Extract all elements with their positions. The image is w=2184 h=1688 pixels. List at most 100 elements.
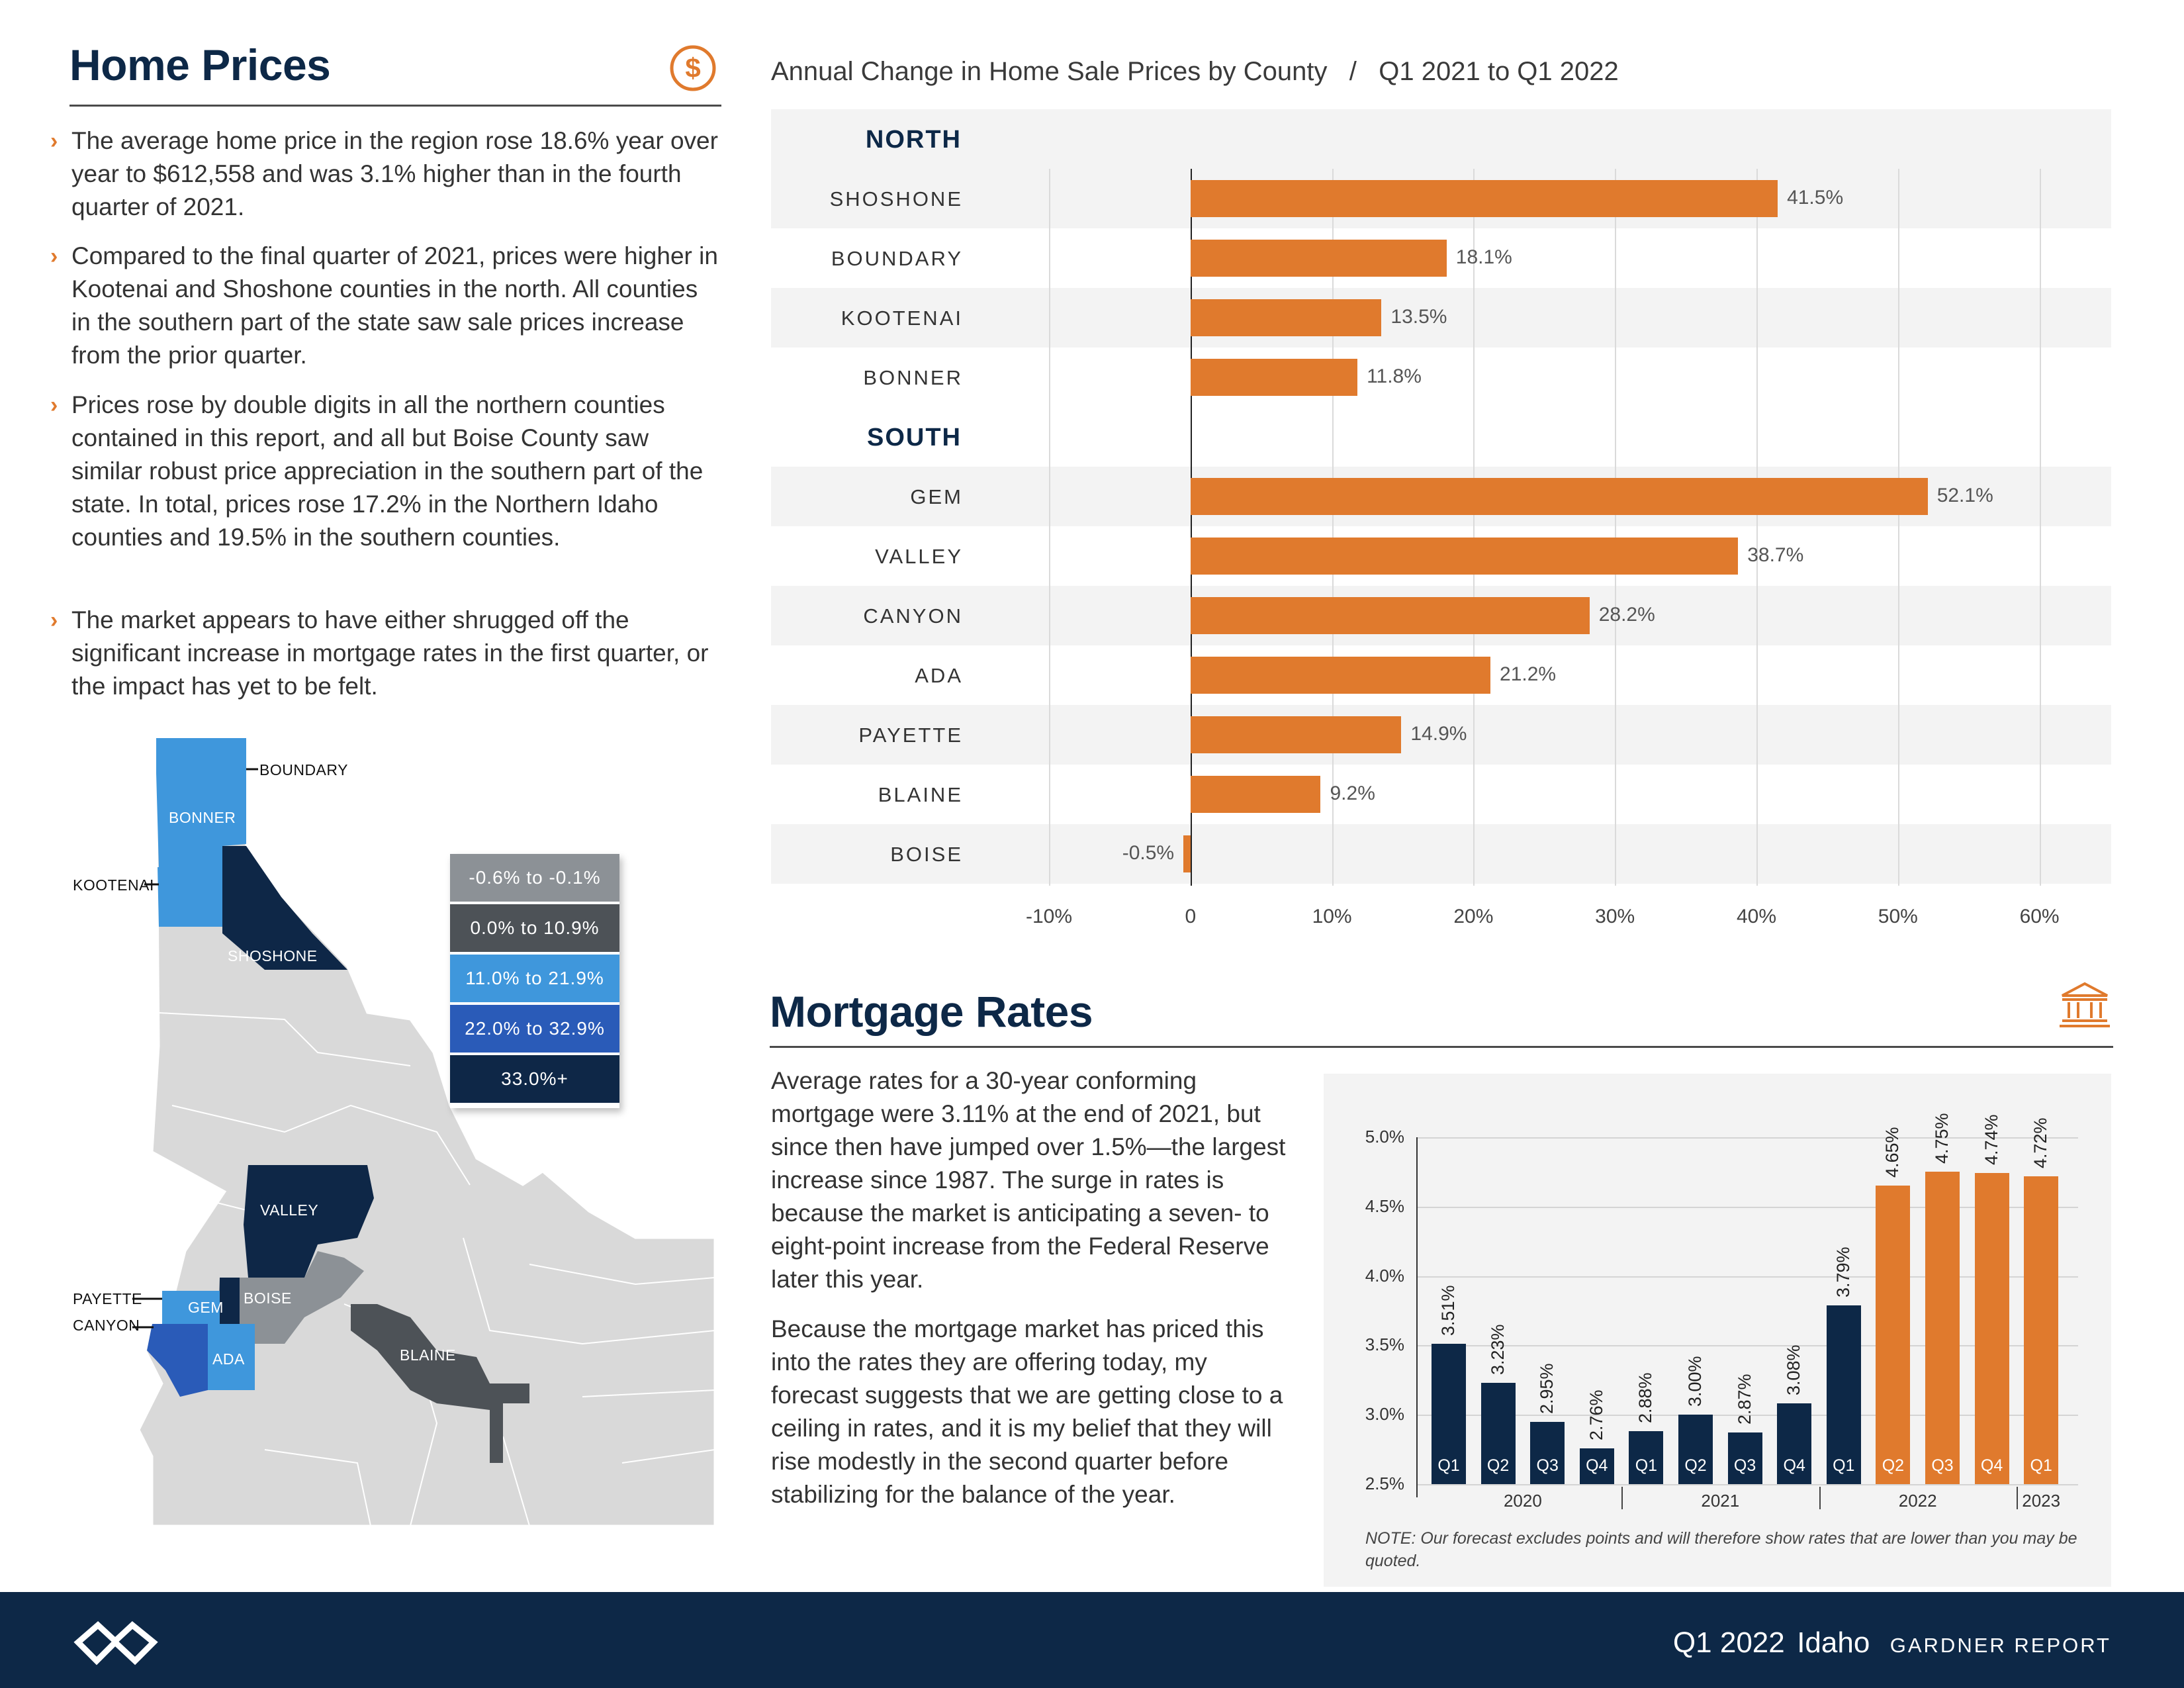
quarter-label: Q2 xyxy=(1486,1456,1510,1475)
bonner-county xyxy=(156,773,246,867)
year-label: 2023 xyxy=(2022,1491,2061,1511)
year-label: 2020 xyxy=(1503,1491,1542,1511)
gridline xyxy=(1049,169,1050,886)
bullet-3: › Prices rose by double digits in all the… xyxy=(50,391,704,551)
label-ada: ADA xyxy=(212,1350,245,1368)
rates-y-tick: 4.0% xyxy=(1365,1265,1404,1286)
label-gem: GEM xyxy=(188,1299,224,1316)
rate-bar xyxy=(1974,1173,2009,1484)
county-bar xyxy=(1190,538,1739,575)
legend-item-1: -0.6% to -0.1% xyxy=(450,854,619,902)
quarter-label: Q3 xyxy=(1931,1456,1954,1475)
south-header-bg xyxy=(771,407,2111,467)
county-value-label: 41.5% xyxy=(1787,187,1844,209)
county-value-label: 28.2% xyxy=(1598,604,1655,626)
rates-gridline xyxy=(1416,1206,2078,1208)
county-chart-title: Annual Change in Home Sale Prices by Cou… xyxy=(771,57,1619,86)
footer-state: Idaho xyxy=(1797,1626,1870,1659)
rate-value-label: 2.95% xyxy=(1537,1363,1557,1414)
gem-county xyxy=(218,1278,240,1331)
legend-item-2: 0.0% to 10.9% xyxy=(450,904,619,952)
rates-y-tick: 2.5% xyxy=(1365,1474,1404,1493)
label-canyon: CANYON xyxy=(73,1317,140,1334)
rate-value-label: 4.75% xyxy=(1932,1113,1952,1164)
rate-value-label: 3.51% xyxy=(1438,1285,1458,1336)
county-label: SHOSHONE xyxy=(829,187,963,211)
rate-value-label: 3.79% xyxy=(1833,1246,1853,1297)
quarter-label: Q4 xyxy=(1586,1456,1608,1475)
boundary-county xyxy=(156,738,246,773)
county-bar xyxy=(1190,359,1358,396)
mortgage-rule xyxy=(770,1046,2113,1048)
rates-y-tick: 4.5% xyxy=(1365,1196,1404,1216)
rate-bar xyxy=(1777,1403,1812,1484)
forecast-note: NOTE: Our forecast excludes points and w… xyxy=(1365,1529,2077,1570)
county-bar xyxy=(1183,835,1191,872)
label-payette: PAYETTE xyxy=(73,1290,142,1307)
rates-y-tick: 3.5% xyxy=(1365,1335,1404,1355)
shoshone-county xyxy=(222,846,347,970)
county-value-label: 14.9% xyxy=(1410,723,1467,745)
legend-item-4: 22.0% to 32.9% xyxy=(450,1005,619,1053)
county-bar xyxy=(1190,478,1928,515)
map-legend: -0.6% to -0.1% 0.0% to 10.9% 11.0% to 21… xyxy=(450,854,619,1108)
footer-title: Q1 2022 Idaho GARDNER REPORT xyxy=(1673,1626,2111,1660)
x-tick-label: 10% xyxy=(1312,906,1352,927)
year-divider xyxy=(1819,1487,1821,1509)
north-header-row xyxy=(771,109,2111,169)
quarter-label: Q1 xyxy=(1437,1456,1460,1475)
rate-value-label: 4.72% xyxy=(2030,1117,2051,1168)
rate-bar xyxy=(1432,1344,1466,1484)
label-blaine: BLAINE xyxy=(400,1346,456,1364)
bullet-2: › Compared to the final quarter of 2021, … xyxy=(50,242,718,369)
county-label: BLAINE xyxy=(878,783,963,806)
county-value-label: 18.1% xyxy=(1455,246,1512,268)
legend-item-3: 11.0% to 21.9% xyxy=(450,955,619,1002)
quarter-label: Q1 xyxy=(1635,1456,1658,1475)
county-value-label: 52.1% xyxy=(1936,485,1993,506)
label-boundary: BOUNDARY xyxy=(259,761,348,778)
rate-bar xyxy=(1876,1186,1911,1484)
gridline xyxy=(1756,169,1758,886)
x-tick-label: 50% xyxy=(1878,906,1918,927)
year-label: 2022 xyxy=(1898,1491,1937,1511)
rate-value-label: 2.87% xyxy=(1734,1374,1754,1425)
rates-y-tick: 5.0% xyxy=(1365,1127,1404,1147)
region-label-south: SOUTH xyxy=(867,424,962,451)
county-value-label: 13.5% xyxy=(1390,306,1447,328)
rates-gridline xyxy=(1416,1137,2078,1139)
gridline xyxy=(1897,169,1899,886)
x-tick-label: 60% xyxy=(2019,906,2060,927)
rate-bar xyxy=(2024,1176,2059,1484)
valley-county xyxy=(244,1165,374,1278)
rates-y-tick: 3.0% xyxy=(1365,1404,1404,1425)
legend-item-5: 33.0%+ xyxy=(450,1055,619,1103)
bullet-1: › The average home price in the region ro… xyxy=(50,127,718,220)
boise-county xyxy=(238,1251,364,1344)
county-label: BOUNDARY xyxy=(831,247,963,270)
rate-bar xyxy=(1678,1415,1713,1484)
quarter-label: Q3 xyxy=(1536,1456,1559,1475)
quarter-label: Q4 xyxy=(1783,1456,1805,1475)
mortgage-rates-title: Mortgage Rates xyxy=(770,987,1093,1036)
x-tick-label: 0 xyxy=(1185,906,1197,927)
rate-bar xyxy=(1629,1431,1664,1484)
windermere-logo xyxy=(73,1620,158,1665)
footer-report: GARDNER REPORT xyxy=(1889,1634,2111,1657)
rate-bar xyxy=(1530,1421,1565,1484)
county-value-label: 9.2% xyxy=(1330,782,1375,804)
gridline xyxy=(1615,169,1617,886)
rate-bar xyxy=(1480,1382,1516,1484)
rate-bar xyxy=(1727,1432,1762,1484)
rate-value-label: 3.23% xyxy=(1487,1324,1508,1375)
gridline xyxy=(1332,169,1334,886)
rates-axis xyxy=(1416,1137,1418,1497)
county-label: KOOTENAI xyxy=(841,306,963,330)
label-shoshone: SHOSHONE xyxy=(228,947,318,964)
row-shade xyxy=(771,824,2111,884)
rate-bar xyxy=(1579,1448,1614,1484)
rates-gridline xyxy=(1416,1276,2078,1278)
rate-bar xyxy=(1925,1172,1960,1484)
year-label: 2021 xyxy=(1701,1491,1740,1511)
mortgage-paragraph-1: Average rates for a 30-year conforming m… xyxy=(771,1067,1286,1293)
